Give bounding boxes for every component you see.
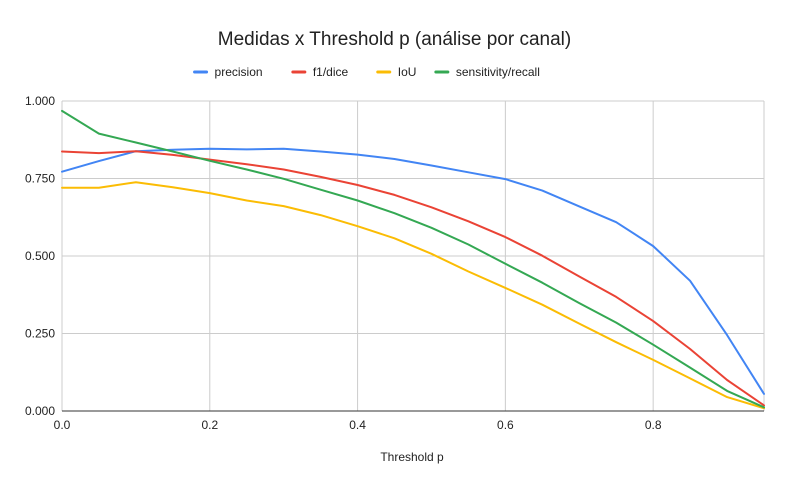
legend-label-f1-dice: f1/dice	[313, 65, 349, 79]
series-line-sensitivity-recall	[61, 109, 765, 409]
x-axis-label: Threshold p	[380, 450, 444, 464]
y-tick-label: 0.000	[25, 404, 55, 418]
legend: precision f1/dice IoU sensitivity/recall	[193, 65, 540, 79]
legend-label-precision: precision	[215, 65, 263, 79]
x-tick-label: 0.4	[349, 418, 366, 432]
legend-label-iou: IoU	[398, 65, 417, 79]
chart-title: Medidas x Threshold p (análise por canal…	[218, 29, 571, 50]
grid-lines	[61, 100, 765, 411]
y-tick-label: 0.250	[25, 327, 55, 341]
y-tick-label: 0.750	[25, 172, 55, 186]
x-tick-label: 0.8	[645, 418, 662, 432]
legend-label-sensitivity-recall: sensitivity/recall	[456, 65, 540, 79]
series-line-f1-dice	[61, 150, 765, 407]
series-line-precision	[61, 147, 765, 395]
x-tick-label: 0.2	[201, 418, 218, 432]
series-layer	[61, 109, 765, 410]
tick-labels: 0.000 0.250 0.500 0.750 1.000 0.0 0.2 0.4 0.6 0.8	[25, 94, 662, 432]
y-tick-label: 1.000	[25, 94, 55, 108]
x-tick-label: 0.0	[54, 418, 71, 432]
series-line-iou	[61, 181, 765, 410]
y-tick-label: 0.500	[25, 249, 55, 263]
x-tick-label: 0.6	[497, 418, 514, 432]
